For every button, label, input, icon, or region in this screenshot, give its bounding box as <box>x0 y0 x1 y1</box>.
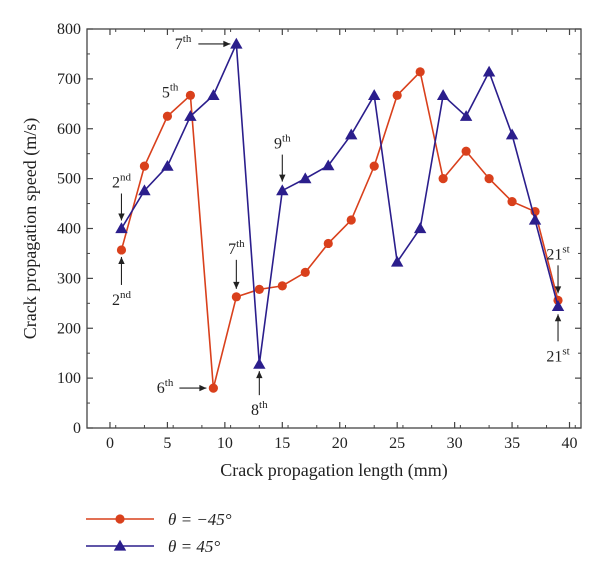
data-point-series-1 <box>230 37 243 49</box>
data-point-series-1 <box>115 222 128 234</box>
data-point-series-0 <box>323 238 333 249</box>
x-tick-label: 15 <box>274 435 290 452</box>
data-point-series-0 <box>300 267 310 277</box>
data-point-series-0 <box>185 90 195 100</box>
y-axis-title: Crack propagation speed (m/s) <box>20 118 41 339</box>
y-tick-label: 200 <box>57 320 81 337</box>
x-tick-label: 35 <box>504 435 520 452</box>
data-point-series-1 <box>528 213 542 225</box>
legend-marker-0 <box>115 514 125 524</box>
y-tick-label: 0 <box>73 420 81 437</box>
x-tick-label: 10 <box>217 435 233 452</box>
data-point-series-1 <box>390 255 404 267</box>
data-point-series-0 <box>139 161 150 171</box>
arrow-21st-bottom-head <box>554 314 562 322</box>
arrow-7th-mid-head <box>233 281 240 289</box>
data-point-series-1 <box>184 110 197 121</box>
x-tick-label: 40 <box>562 435 578 452</box>
data-point-series-0 <box>277 281 287 291</box>
y-tick-label: 300 <box>57 270 81 287</box>
arrow-21st-top-head <box>554 286 562 294</box>
data-point-series-1 <box>161 159 174 171</box>
data-point-series-1 <box>368 89 381 100</box>
data-point-series-1 <box>482 65 496 77</box>
legend-label-0: θ = −45° <box>168 510 232 529</box>
data-point-series-0 <box>346 215 356 225</box>
series-line-1 <box>120 43 559 365</box>
annotation-7th-top: 7th <box>175 33 192 53</box>
data-point-series-1 <box>345 128 358 140</box>
data-point-series-0 <box>392 90 402 100</box>
annotation-5th: 5th <box>162 81 179 101</box>
data-point-series-0 <box>415 67 425 77</box>
y-tick-label: 100 <box>57 370 81 387</box>
data-point-series-0 <box>461 146 471 156</box>
data-point-series-1 <box>322 159 335 171</box>
x-tick-label: 25 <box>389 435 405 452</box>
arrow-2nd-bottom-head <box>118 256 125 264</box>
legend-marker-1 <box>113 539 127 551</box>
x-tick-label: 5 <box>163 435 171 452</box>
data-point-series-0 <box>484 174 494 184</box>
arrow-6th-head <box>199 384 207 392</box>
data-point-series-1 <box>207 89 220 100</box>
data-point-series-1 <box>299 172 312 184</box>
data-point-series-1 <box>505 128 519 140</box>
annotation-6th: 6th <box>157 377 174 397</box>
data-point-series-0 <box>369 161 379 171</box>
data-point-series-1 <box>276 184 289 196</box>
y-tick-label: 500 <box>57 171 81 188</box>
arrow-7th-top-head <box>223 40 231 48</box>
y-tick-label: 800 <box>57 21 81 38</box>
y-tick-label: 600 <box>57 121 81 138</box>
data-point-series-0 <box>254 284 264 294</box>
data-point-series-1 <box>436 89 450 100</box>
y-tick-label: 700 <box>57 71 81 88</box>
data-point-series-1 <box>551 300 565 311</box>
arrow-9th-head <box>279 174 286 182</box>
legend-label-1: θ = 45° <box>168 537 220 556</box>
data-point-series-0 <box>231 292 241 302</box>
annotation-9th: 9th <box>274 133 291 153</box>
annotation-21st-top: 21st <box>546 243 569 263</box>
x-tick-label: 0 <box>106 435 114 452</box>
annotation-2nd-top: 2nd <box>112 172 132 192</box>
data-point-series-1 <box>253 357 266 369</box>
data-point-series-1 <box>138 184 151 196</box>
data-point-series-1 <box>413 222 427 234</box>
data-point-series-0 <box>116 245 127 255</box>
annotation-7th-mid: 7th <box>228 238 245 258</box>
data-point-series-0 <box>208 383 218 393</box>
data-point-series-1 <box>459 110 473 121</box>
data-point-series-0 <box>507 196 517 207</box>
data-point-series-0 <box>438 174 448 184</box>
x-axis-title: Crack propagation length (mm) <box>220 460 447 481</box>
annotation-2nd-bottom: 2nd <box>112 289 132 309</box>
arrow-8th-head <box>256 371 263 379</box>
annotation-8th: 8th <box>251 399 268 419</box>
data-point-series-0 <box>162 111 173 121</box>
x-tick-label: 30 <box>447 435 463 452</box>
arrow-2nd-top-head <box>118 213 125 221</box>
x-tick-label: 20 <box>332 435 348 452</box>
series-line-0 <box>120 70 559 389</box>
annotation-21st-bottom: 21st <box>546 345 569 365</box>
y-tick-label: 400 <box>57 221 81 238</box>
